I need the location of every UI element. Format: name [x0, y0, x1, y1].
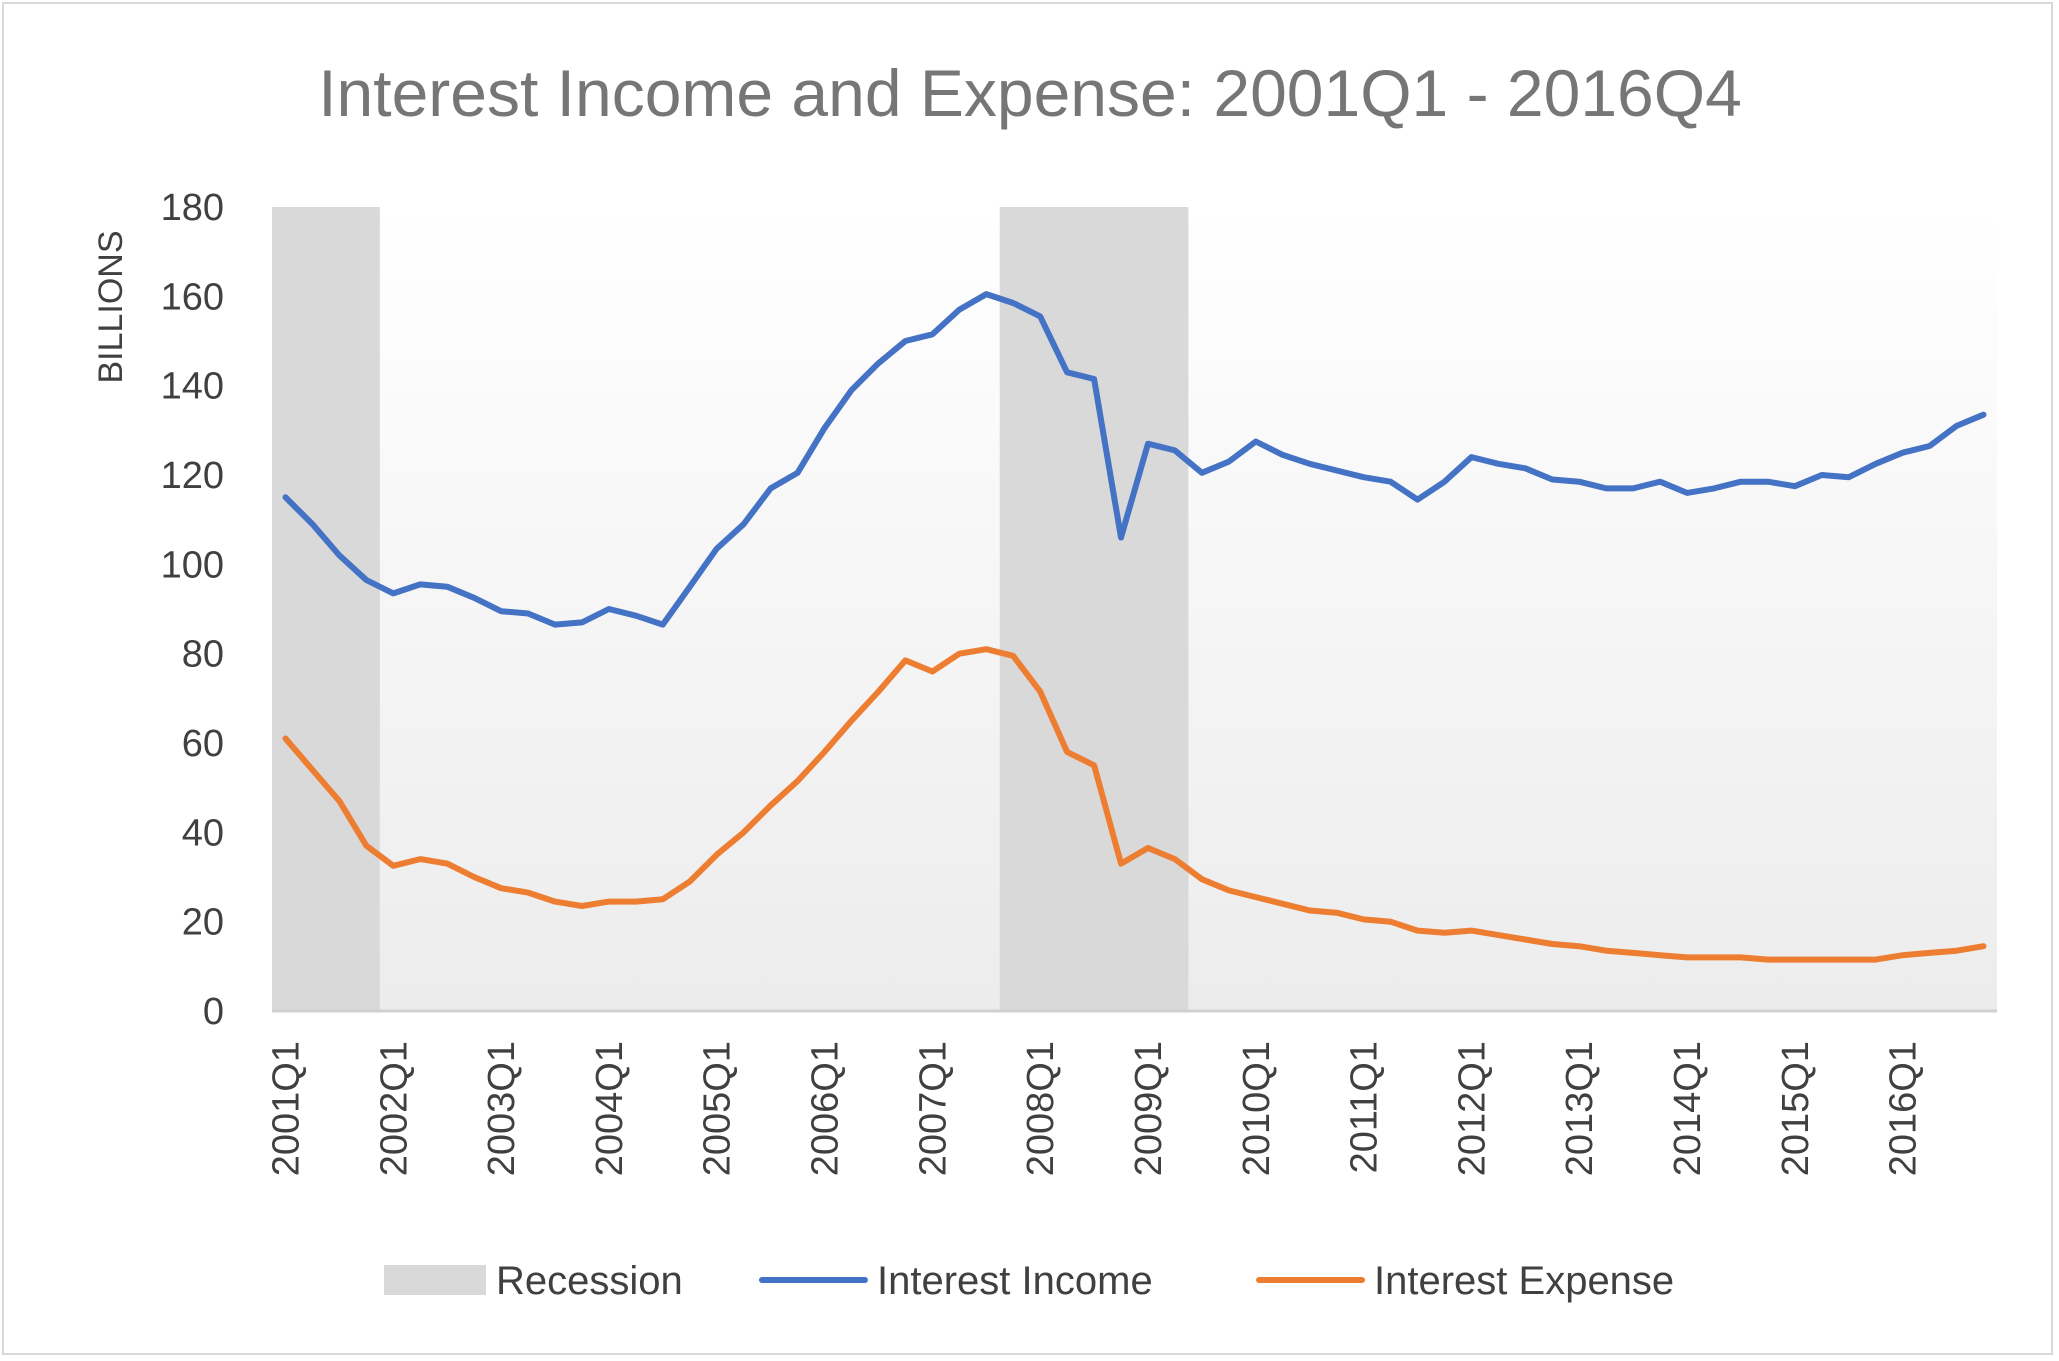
- x-tick-label: 2006Q1: [805, 1041, 847, 1176]
- y-tick-label: 0: [203, 991, 224, 1033]
- y-tick-label: 140: [161, 366, 224, 408]
- legend: Recession Interest Income Interest Expense: [384, 1259, 1674, 1303]
- y-tick-label: 120: [161, 455, 224, 497]
- x-tick-label: 2015Q1: [1775, 1041, 1817, 1176]
- y-tick-label: 60: [182, 723, 224, 765]
- x-tick-label: 2011Q1: [1344, 1041, 1386, 1173]
- legend-label-interest-expense: Interest Expense: [1374, 1259, 1674, 1303]
- chart-title: Interest Income and Expense: 2001Q1 - 20…: [318, 56, 1742, 130]
- x-tick-label: 2002Q1: [373, 1041, 415, 1176]
- x-tick-label: 2012Q1: [1451, 1041, 1493, 1176]
- x-tick-label: 2016Q1: [1883, 1041, 1925, 1176]
- x-tick-label: 2014Q1: [1667, 1041, 1709, 1176]
- y-tick-label: 160: [161, 276, 224, 318]
- series-lines: [282, 291, 1987, 963]
- x-tick-label: 2004Q1: [589, 1041, 631, 1176]
- legend-swatch-recession: [384, 1265, 486, 1295]
- recession-band-1: [272, 207, 380, 1011]
- y-axis-ticks: 0 20 40 60 80 100 120 140 160 180: [161, 187, 224, 1033]
- y-tick-label: 80: [182, 634, 224, 676]
- legend-label-interest-income: Interest Income: [877, 1259, 1153, 1303]
- x-tick-label: 2008Q1: [1020, 1041, 1062, 1176]
- x-tick-label: 2007Q1: [912, 1041, 954, 1176]
- x-tick-label: 2001Q1: [265, 1041, 307, 1176]
- y-tick-label: 20: [182, 902, 224, 944]
- y-tick-label: 100: [161, 544, 224, 586]
- x-axis-ticks: 2001Q1 2002Q1 2003Q1 2004Q1 2005Q1 2006Q1 2007…: [265, 1041, 1924, 1176]
- x-tick-label: 2005Q1: [697, 1041, 739, 1176]
- y-tick-label: 180: [161, 187, 224, 229]
- series-line-interest-expense: [282, 646, 1987, 963]
- chart-svg: Interest Income and Expense: 2001Q1 - 20…: [92, 56, 1997, 1303]
- series-line-interest-income: [282, 291, 1987, 628]
- legend-label-recession: Recession: [496, 1259, 683, 1303]
- x-tick-label: 2013Q1: [1559, 1041, 1601, 1176]
- y-axis-title: BILLIONS: [92, 230, 130, 383]
- y-tick-label: 40: [182, 812, 224, 854]
- x-tick-label: 2009Q1: [1128, 1041, 1170, 1176]
- x-tick-label: 2010Q1: [1236, 1041, 1278, 1176]
- x-tick-label: 2003Q1: [481, 1041, 523, 1176]
- recession-bands: [272, 207, 1189, 1011]
- recession-band-2: [999, 207, 1189, 1011]
